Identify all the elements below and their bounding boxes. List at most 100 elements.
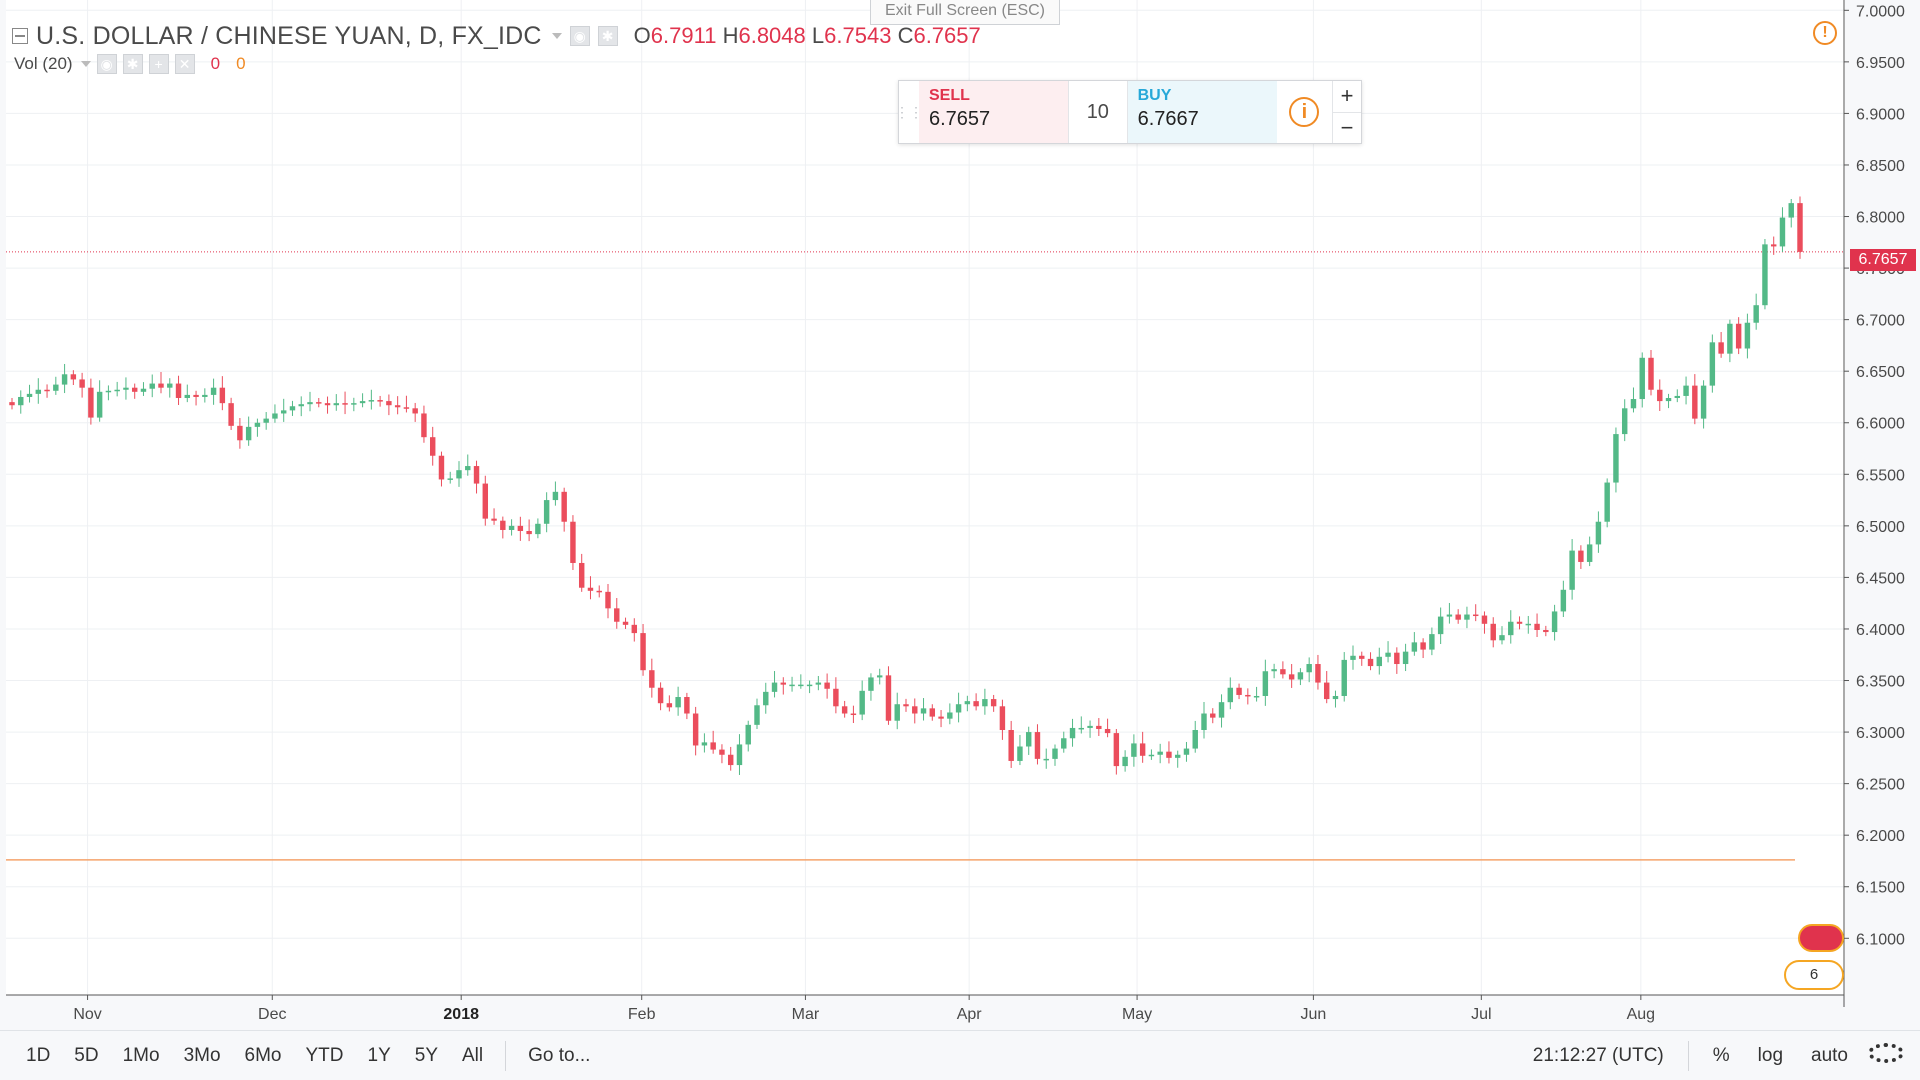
symbol-title[interactable]: U.S. DOLLAR / CHINESE YUAN, D, FX_IDC (36, 21, 542, 50)
range-1y[interactable]: 1Y (367, 1045, 391, 1066)
china-flag-icon[interactable] (1798, 924, 1844, 952)
quantity-stepper: + − (1332, 81, 1361, 143)
candle-body (806, 684, 813, 687)
candle-body (675, 697, 681, 708)
candle-body (614, 608, 620, 622)
drag-handle-icon[interactable]: ⋮⋮ (895, 103, 923, 120)
range-1mo[interactable]: 1Mo (122, 1045, 160, 1066)
candle-body (859, 690, 865, 715)
percent-toggle[interactable]: % (1712, 1045, 1730, 1066)
collapse-icon[interactable] (12, 28, 28, 44)
goto-button[interactable]: Go to... (528, 1045, 591, 1066)
candle-body (351, 403, 357, 405)
candle-body (280, 410, 287, 414)
candle-body (1402, 651, 1409, 665)
range-6mo[interactable]: 6Mo (244, 1045, 282, 1066)
add-icon[interactable]: + (148, 54, 169, 74)
divider (505, 1041, 507, 1071)
y-tick-label: 6.2500 (1856, 777, 1905, 794)
decrease-quantity-button[interactable]: − (1340, 114, 1354, 140)
settings-icon[interactable]: ✱ (597, 26, 618, 46)
candle-body (473, 466, 480, 484)
candle-body (1718, 342, 1724, 354)
chevron-down-icon[interactable] (80, 61, 91, 67)
candle-body (1008, 730, 1014, 761)
candle-body (324, 403, 331, 406)
candle-body (1744, 322, 1751, 349)
exit-fullscreen-button[interactable]: Exit Full Screen (ESC) (870, 0, 1060, 25)
bottom-right-controls: 21:12:27 (UTC) % log auto (1519, 1041, 1920, 1071)
info-button[interactable]: i (1277, 81, 1333, 143)
candle-body (1192, 730, 1198, 749)
candle-body (377, 400, 383, 402)
y-tick-label: 6.8500 (1856, 158, 1905, 175)
candle-body (9, 402, 15, 406)
gear-icon[interactable] (1862, 1043, 1920, 1069)
candle-body (736, 744, 743, 766)
candle-body (876, 675, 883, 678)
candle-body (1709, 342, 1716, 386)
candle-body (1779, 217, 1786, 247)
candle-body (254, 422, 261, 427)
close-icon[interactable]: ✕ (174, 54, 195, 74)
candle-body (131, 387, 138, 392)
candle-body (386, 401, 392, 406)
candle-body (1201, 713, 1207, 731)
us-flag-icon[interactable]: 6 (1784, 960, 1844, 990)
candle-body (359, 401, 366, 404)
candle-body (1525, 623, 1532, 626)
chart-pane[interactable] (6, 0, 1845, 995)
y-tick-label: 6.4000 (1856, 622, 1905, 639)
range-3mo[interactable]: 3Mo (183, 1045, 221, 1066)
increase-quantity-button[interactable]: + (1333, 81, 1361, 113)
utc-clock[interactable]: 21:12:27 (UTC) (1532, 1045, 1664, 1066)
visibility-icon[interactable]: ◉ (569, 26, 590, 46)
volume-legend: Vol (20) ◉ ✱ + ✕ 0 0 (14, 54, 246, 74)
visibility-icon[interactable]: ◉ (96, 54, 117, 74)
log-toggle[interactable]: log (1757, 1045, 1784, 1066)
y-tick-label: 6.8000 (1856, 210, 1905, 227)
volume-label[interactable]: Vol (20) (14, 54, 73, 73)
range-all[interactable]: All (462, 1045, 484, 1066)
price-axis[interactable]: 7.00006.95006.90006.85006.80006.75006.70… (1843, 0, 1905, 1007)
y-tick-label: 7.0000 (1856, 3, 1905, 20)
candle-body (1648, 357, 1654, 390)
buy-button[interactable]: BUY 6.7667 (1127, 81, 1277, 143)
candle-body (745, 724, 751, 745)
candle-body (1253, 695, 1260, 698)
time-axis[interactable]: Nov Dec 2018 Feb Mar Apr May Jun Jul Aug (6, 994, 1844, 1023)
x-tick-label: Aug (1627, 1006, 1655, 1023)
range-5y[interactable]: 5Y (414, 1045, 438, 1066)
range-1d[interactable]: 1D (26, 1045, 51, 1066)
auto-toggle[interactable]: auto (1811, 1045, 1848, 1066)
alert-icon[interactable]: ! (1813, 21, 1837, 45)
candle-body (1586, 544, 1593, 562)
settings-icon[interactable]: ✱ (122, 54, 143, 74)
divider (1687, 1041, 1689, 1071)
y-tick-label: 6.2000 (1856, 828, 1905, 845)
candle-body (1797, 203, 1803, 252)
candle-body (1043, 758, 1049, 761)
candle-body (605, 591, 611, 609)
y-tick-label: 6.3500 (1856, 674, 1905, 691)
candle-body (631, 624, 638, 634)
candle-body (727, 754, 734, 766)
candle-body (1350, 655, 1356, 660)
price-chart[interactable]: 7.00006.95006.90006.85006.80006.75006.70… (0, 0, 1920, 1030)
candle-body (552, 491, 559, 501)
range-5d[interactable]: 5D (74, 1045, 99, 1066)
range-ytd[interactable]: YTD (305, 1045, 344, 1066)
candle-body (1727, 323, 1733, 354)
candle-body (789, 684, 795, 687)
candle-body (833, 688, 839, 707)
chevron-down-icon[interactable] (551, 33, 562, 39)
candle-body (1096, 725, 1102, 729)
candle-body (491, 518, 497, 521)
candle-body (123, 387, 129, 390)
quantity-field[interactable]: 10 (1068, 81, 1128, 143)
event-markers: 6 (1784, 924, 1848, 994)
x-tick-label: Nov (73, 1006, 101, 1023)
sell-button[interactable]: SELL 6.7657 (919, 81, 1069, 143)
high-label: H (722, 23, 739, 48)
